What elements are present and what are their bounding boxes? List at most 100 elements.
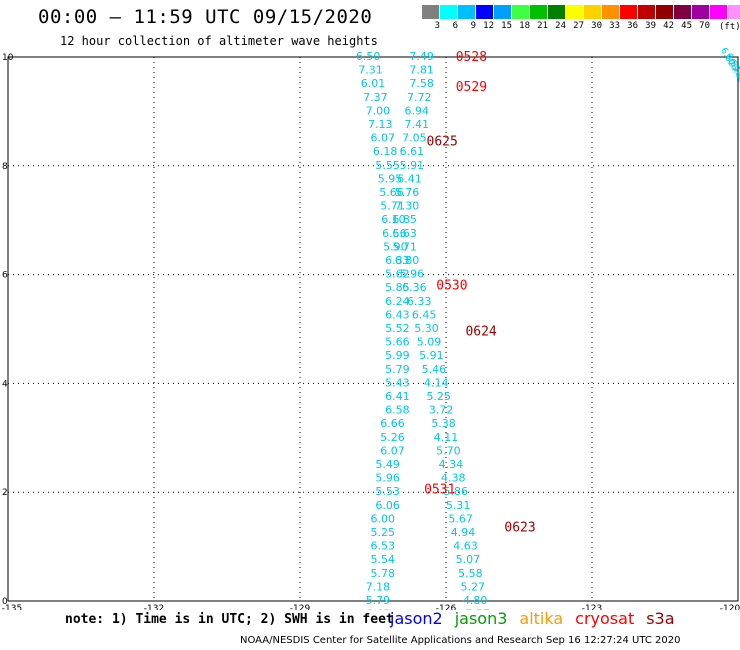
x-tick-label: -126	[436, 604, 457, 610]
wave-height-value: 4.11	[434, 431, 459, 444]
x-tick-label: -123	[582, 604, 602, 610]
legend-swatch	[494, 5, 512, 19]
wave-height-value: 6.41	[385, 390, 410, 403]
wave-height-value: 5.95	[378, 172, 403, 185]
wave-height-value: 6.33	[385, 254, 410, 267]
wave-height-value: 7.05	[402, 132, 427, 145]
wave-height-value: 6.85	[392, 213, 417, 226]
wave-height-value: 5.78	[370, 567, 395, 580]
satellite-jason3: jason3	[454, 609, 508, 628]
wave-height-value: 5.71	[392, 240, 417, 253]
legend-swatch	[548, 5, 566, 19]
wave-height-value: 4.94	[451, 526, 476, 539]
legend-tick-label: 33	[609, 21, 620, 31]
wave-height-value: 5.31	[446, 499, 471, 512]
wave-height-value: 6.10	[381, 213, 406, 226]
legend-tick-label: 6	[452, 21, 458, 31]
legend-tick-label: 42	[663, 21, 674, 31]
y-tick-label: 0	[2, 597, 8, 607]
wave-height-value: 7.30	[395, 200, 420, 213]
x-tick-label: -129	[290, 604, 311, 610]
legend-swatch	[674, 5, 692, 19]
wave-height-value: 6.07	[370, 132, 395, 145]
legend-swatch	[512, 5, 530, 19]
legend-swatch	[710, 5, 728, 19]
wave-height-value: 5.86	[443, 485, 468, 498]
wave-height-value: 5.43	[385, 376, 410, 389]
wave-height-value: 5.66	[379, 186, 404, 199]
legend-tick-label: 24	[555, 21, 566, 31]
wave-height-value: 6.01	[361, 77, 386, 90]
wave-height-value: 6.36	[402, 281, 427, 294]
wave-height-value: 5.55	[375, 159, 400, 172]
color-legend: 3 6 9 12 15 18 21 24 27 30 33 36 39 42 45 70	[422, 5, 740, 31]
wave-height-value: 7.31	[358, 64, 383, 77]
wave-height-value: 5.53	[375, 485, 400, 498]
wave-height-value: 5.76	[395, 186, 420, 199]
legend-labels: 3 6 9 12 15 18 21 24 27 30 33 36 39 42 45 70	[422, 21, 740, 31]
wave-height-value: 7.49	[409, 50, 434, 63]
legend-swatch	[584, 5, 602, 19]
wave-height-value: 5.79	[385, 363, 410, 376]
legend-tick-label: 18	[519, 21, 530, 31]
legend-swatch	[566, 5, 584, 19]
satellite-s3a: s3a	[646, 609, 675, 628]
wave-height-value: 3.72	[429, 404, 454, 417]
y-tick-label: 2	[2, 488, 8, 498]
legend-swatch	[422, 5, 440, 19]
wave-height-value: 5.52	[385, 322, 410, 335]
x-tick-label: -132	[144, 604, 164, 610]
wave-height-value: 6.45	[412, 308, 437, 321]
legend-tick-label: 9	[470, 21, 476, 31]
legend-swatch	[638, 5, 656, 19]
pass-time-label: 0530	[436, 278, 467, 293]
wave-height-value: 6.43	[385, 308, 410, 321]
wave-height-value: 5.85	[385, 281, 410, 294]
plot-frame	[7, 56, 739, 602]
legend-tick-label: 36	[627, 21, 638, 31]
wave-height-value: 4.63	[453, 540, 478, 553]
wave-height-value: 6.94	[405, 104, 430, 117]
wave-height-value: 5.38	[431, 417, 456, 430]
wave-height-value: 5.07	[456, 553, 481, 566]
wave-height-value: 6.63	[392, 227, 417, 240]
footnote: note: 1) Time is in UTC; 2) SWH is in fe…	[65, 612, 394, 627]
legend-swatch	[656, 5, 674, 19]
wave-height-value: 7.37	[363, 91, 388, 104]
wave-height-value: 7.58	[409, 77, 434, 90]
wave-height-value: 7.72	[407, 91, 432, 104]
wave-height-value: 6.56	[382, 227, 407, 240]
legend-swatch	[458, 5, 476, 19]
y-tick-label: 10	[2, 53, 14, 63]
legend-swatch	[692, 5, 710, 19]
wave-height-value: 5.25	[370, 526, 395, 539]
wave-height-value: 5.66	[385, 336, 410, 349]
wave-height-value: 7.81	[409, 64, 434, 77]
wave-height-value: 6.07	[380, 444, 405, 457]
y-tick-label: 6	[2, 271, 8, 281]
x-tick-label: -135	[2, 604, 22, 610]
wave-height-value: 6.61	[400, 145, 425, 158]
wave-height-value: 6.53	[370, 540, 395, 553]
wave-height-value: 6.58	[385, 404, 410, 417]
legend-tick-label: 21	[537, 21, 548, 31]
wave-height-value: 5.26	[380, 431, 405, 444]
pass-time-label: 0623	[504, 521, 535, 536]
wave-height-value: 5.99	[385, 349, 410, 362]
legend-tick-label: 27	[573, 21, 584, 31]
satellite-altika: altika	[519, 609, 564, 628]
wave-height-value: 5.67	[448, 512, 473, 525]
wave-height-value: 5.58	[458, 567, 483, 580]
wave-height-value: 5.91	[400, 159, 425, 172]
wave-height-value: 6.43	[366, 608, 391, 610]
wave-height-value: 5.30	[414, 322, 439, 335]
wave-height-value: 6.33	[407, 295, 432, 308]
wave-height-value: 5.57	[465, 608, 490, 610]
wave-height-value: 5.27	[461, 580, 486, 593]
satellite-jason2: jason2	[390, 609, 443, 628]
wave-height-value: 6.18	[373, 145, 398, 158]
wave-height-value: 5.54	[370, 553, 395, 566]
wave-height-value: 5.90	[383, 240, 408, 253]
wave-height-value: 4.34	[439, 458, 464, 471]
credit-line: NOAA/NESDIS Center for Satellite Applica…	[240, 635, 681, 646]
